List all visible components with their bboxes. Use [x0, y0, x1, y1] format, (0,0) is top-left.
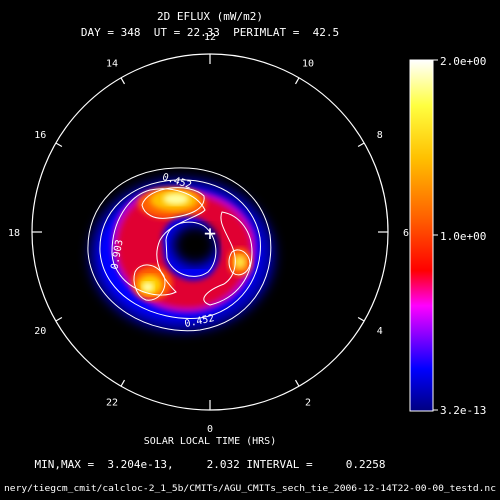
- hour-label: 8: [377, 130, 383, 141]
- stats-line: MIN,MAX = 3.204e-13, 2.032 INTERVAL = 0.…: [35, 458, 386, 471]
- x-axis-label: SOLAR LOCAL TIME (HRS): [144, 436, 276, 447]
- hour-label: 12: [204, 32, 216, 43]
- eflux-heatmap: 0.452 0.903 0.452: [87, 167, 274, 332]
- hour-label: 18: [8, 228, 20, 239]
- hour-tick: [357, 142, 365, 148]
- center-marker: +: [204, 221, 216, 245]
- hour-tick: [294, 77, 300, 85]
- footer-path: nery/tiegcm_cmit/calcloc-2_1_5b/CMITs/AG…: [4, 484, 496, 494]
- hour-label: 10: [302, 58, 314, 69]
- hour-ticks: [32, 54, 388, 410]
- contour-label: 0.903: [110, 239, 126, 271]
- hour-label: 2: [305, 398, 311, 409]
- hour-tick: [357, 316, 365, 322]
- chart-subtitle: DAY = 348 UT = 22.33 PERIMLAT = 42.5: [81, 26, 339, 39]
- hour-tick: [55, 316, 63, 322]
- hour-label: 6: [403, 228, 409, 239]
- hour-tick: [294, 379, 300, 387]
- colorbar-ramp: [409, 59, 434, 412]
- hour-label: 20: [34, 326, 46, 337]
- hour-label: 14: [106, 58, 118, 69]
- colorbar-mid-label: 1.0e+00: [440, 230, 486, 243]
- hour-label: 0: [207, 424, 213, 435]
- hour-label: 16: [34, 130, 46, 141]
- colorbar: 2.0e+00 1.0e+00 3.2e-13: [409, 55, 486, 417]
- chart-title: 2D EFLUX (mW/m2): [157, 10, 263, 23]
- hour-tick: [120, 77, 126, 85]
- hour-label: 22: [106, 398, 118, 409]
- hour-label: 4: [377, 326, 383, 337]
- hour-tick: [120, 379, 126, 387]
- colorbar-max-label: 2.0e+00: [440, 55, 486, 68]
- hour-tick: [55, 142, 63, 148]
- colorbar-min-label: 3.2e-13: [440, 404, 486, 417]
